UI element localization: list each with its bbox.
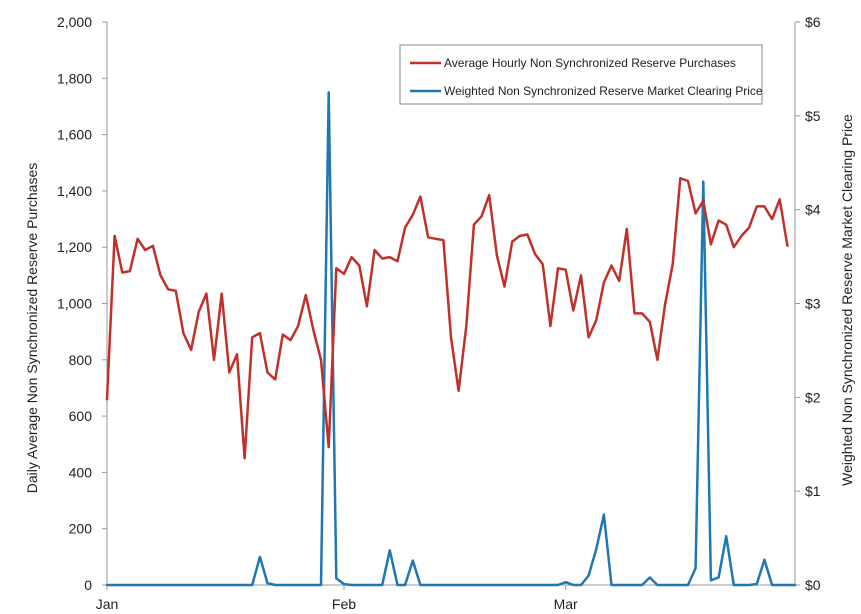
right-axis-ticks: $0 $1 $2 $3 $4 $5 $6 — [795, 14, 821, 593]
left-tick-label: 1,400 — [57, 183, 92, 199]
right-tick-label: $6 — [805, 14, 821, 30]
right-tick-label: $4 — [805, 202, 821, 218]
plot-area — [106, 22, 796, 586]
series-layer — [105, 91, 797, 587]
legend: Average Hourly Non Synchronized Reserve … — [399, 44, 763, 105]
legend-box — [399, 44, 763, 105]
right-tick-label: $0 — [805, 577, 821, 593]
left-tick-label: 200 — [69, 521, 93, 537]
left-tick-label: 1,800 — [57, 70, 92, 86]
series-line-purchases — [105, 176, 789, 460]
right-tick-label: $2 — [805, 389, 821, 405]
x-tick-label: Jan — [96, 596, 119, 612]
left-tick-label: 2,000 — [57, 14, 92, 30]
left-tick-label: 1,600 — [57, 127, 92, 143]
series-line-price — [105, 91, 797, 587]
right-tick-label: $3 — [805, 296, 821, 312]
x-tick-label: Mar — [554, 596, 578, 612]
x-tick-label: Feb — [332, 596, 356, 612]
left-tick-label: 1,000 — [57, 296, 92, 312]
legend-label-purchases: Average Hourly Non Synchronized Reserve … — [444, 56, 736, 70]
left-tick-label: 0 — [84, 577, 92, 593]
right-tick-label: $1 — [805, 483, 821, 499]
left-tick-label: 1,200 — [57, 239, 92, 255]
right-axis-title: Weighted Non Synchronized Reserve Market… — [839, 114, 855, 486]
left-tick-label: 800 — [69, 352, 93, 368]
left-tick-label: 400 — [69, 464, 93, 480]
legend-label-price: Weighted Non Synchronized Reserve Market… — [444, 84, 763, 98]
left-axis-ticks: 0 200 400 600 800 1,000 1,200 1,400 1,600 1,800 2,… — [57, 14, 107, 593]
left-axis-title: Daily Average Non Synchronized Reserve P… — [24, 163, 40, 493]
left-tick-label: 600 — [69, 408, 93, 424]
x-axis-ticks: Jan Feb Mar — [96, 585, 578, 612]
right-tick-label: $5 — [805, 108, 821, 124]
